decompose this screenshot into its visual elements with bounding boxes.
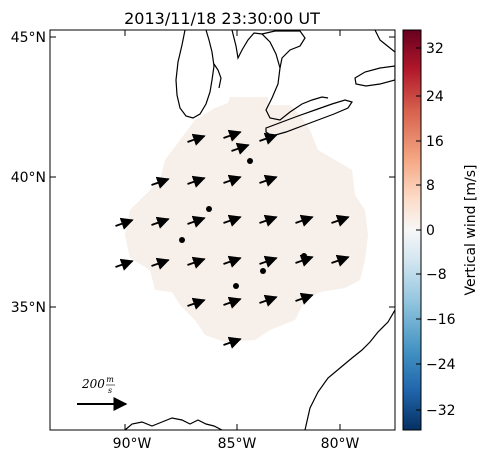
colorbar-tick-0: 0 [426,223,435,239]
lon-label-80w: 80°W [321,436,360,452]
colorbar-tick-neg24: −24 [426,357,456,373]
coastlines [124,30,395,430]
wind-arrow [295,214,314,227]
map-title: 2013/11/18 23:30:00 UT [124,9,320,28]
station-marker [179,237,185,243]
station-marker [206,206,212,212]
colorbar: 32 24 16 8 0 −8 −16 −24 −32 Vertical win… [402,29,479,431]
wind-arrow [223,296,242,309]
colorbar-tick-neg16: −16 [426,312,456,328]
wind-arrow [187,175,206,188]
northeast-coast [374,30,395,53]
colorbar-label: Vertical wind [m/s] [463,165,479,296]
wind-arrow [223,174,242,187]
station-marker [260,268,266,274]
latitude-labels: 45°N 40°N 35°N [11,30,46,316]
wind-arrow [259,174,278,187]
colorbar-tick-16: 16 [426,134,444,150]
wind-arrow [295,292,314,305]
wind-arrow [223,129,242,142]
wind-arrow [223,255,242,268]
wind-arrow [151,216,170,229]
station-markers [179,158,307,289]
wind-arrow [331,214,350,227]
wind-arrow [223,214,242,227]
wind-arrow [259,294,278,307]
wind-arrow [187,133,206,146]
longitude-labels: 90°W 85°W 80°W [113,436,360,452]
lat-label-45: 45°N [11,30,46,46]
wind-arrow [187,256,206,269]
lake-michigan-coast [175,30,215,119]
green-bay-coast [213,63,222,89]
lake-ontario-coast [354,65,395,87]
map-frame [49,29,396,431]
wind-arrow [187,215,206,228]
colorbar-tick-32: 32 [426,41,444,57]
wind-arrow [331,254,350,267]
station-marker [301,253,307,259]
wind-arrow [151,176,170,189]
colorbar-tick-8: 8 [426,178,435,194]
lon-label-85w: 85°W [218,436,257,452]
map-axis-ticks [50,30,395,430]
gulf-coast [124,417,223,430]
colorbar-tick-neg32: −32 [426,403,456,419]
station-marker [247,158,253,164]
lat-label-35: 35°N [11,300,46,316]
lake-huron-coast [231,30,329,121]
wind-arrow [151,257,170,270]
scale-unit-top: m [106,375,114,384]
scale-value: 200 [81,377,105,391]
wind-arrows [115,129,350,349]
wind-arrow [259,255,278,268]
colorbar-tick-24: 24 [426,89,444,105]
wind-arrow [115,258,134,271]
colorbar-tick-neg8: −8 [426,267,447,283]
colorbar-tick-labels: 32 24 16 8 0 −8 −16 −24 −32 [426,41,456,419]
lon-label-90w: 90°W [113,436,152,452]
wind-arrow [259,132,278,145]
station-marker [233,283,239,289]
georgian-bay-coast [261,30,306,69]
wind-arrow [223,336,242,349]
wind-arrow [187,297,206,310]
wind-arrow [231,142,250,155]
wind-arrow [259,214,278,227]
scale-reference: 200 m s [77,375,128,411]
wind-arrow [115,217,134,230]
lat-label-40: 40°N [11,170,46,186]
map-panel: 200 m s [50,30,395,430]
wind-arrow [295,254,314,267]
atlantic-coast [304,309,395,430]
vertical-wind-patch [125,97,368,342]
scale-unit-bottom: s [108,386,112,395]
